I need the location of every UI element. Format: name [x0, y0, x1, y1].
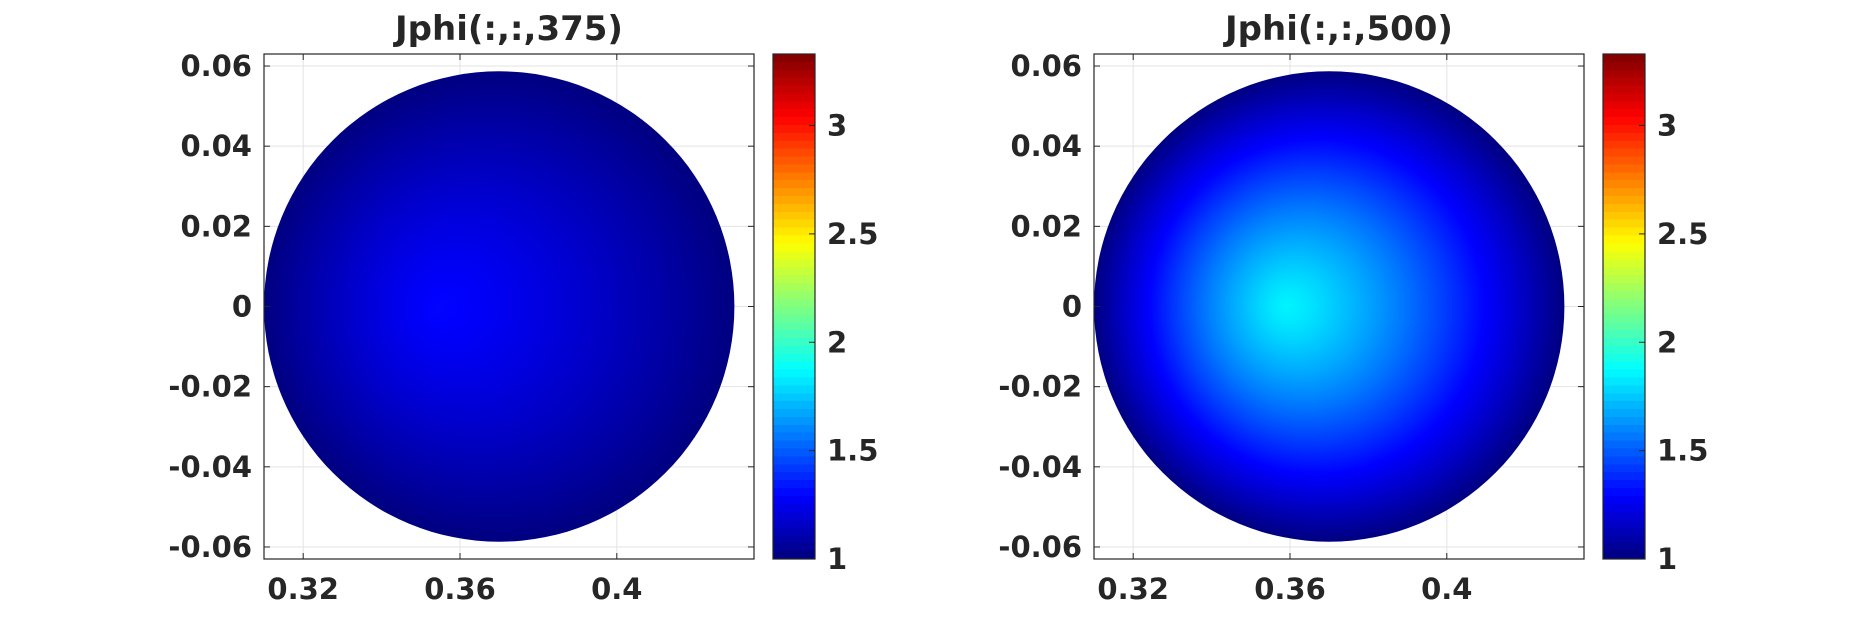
colorbar-tick-label: 1.5 — [827, 434, 878, 468]
colorbar-tick-label: 1.5 — [1657, 434, 1708, 468]
chart-title: Jphi(:,:,375) — [393, 9, 623, 49]
panel-left: 0.32 0.36 0.4 0.06 0.04 0.02 0 -0.02 -0.04 -0.06 J… — [168, 9, 878, 606]
y-tick-label: 0.06 — [180, 49, 252, 83]
y-tick-label: 0 — [1062, 290, 1082, 324]
chart-title: Jphi(:,:,500) — [1223, 9, 1453, 49]
y-tick-label: -0.04 — [168, 450, 252, 484]
colorbar-tick-label: 2 — [1657, 325, 1677, 359]
colorbar-frame — [1602, 53, 1646, 560]
y-tick-label: 0.06 — [1010, 49, 1082, 83]
x-tick-label: 0.36 — [424, 572, 496, 606]
panel-right: 0.32 0.36 0.4 0.06 0.04 0.02 0 -0.02 -0.04 -0.06 J… — [998, 9, 1708, 606]
colorbar-tick-label: 2 — [827, 325, 847, 359]
y-tick-label: 0.04 — [1010, 129, 1082, 163]
colorbar-tick-label: 1 — [827, 542, 847, 576]
y-tick-label: 0.04 — [180, 129, 252, 163]
colorbar — [1603, 54, 1645, 559]
jphi-field-disk — [264, 71, 735, 542]
y-tick-label: 0.02 — [180, 209, 252, 243]
y-tick-label: -0.04 — [998, 450, 1082, 484]
y-tick-label: -0.06 — [998, 530, 1082, 564]
x-tick-label: 0.32 — [267, 572, 339, 606]
colorbar — [773, 54, 815, 559]
jphi-field-disk — [1094, 71, 1565, 542]
y-tick-label: 0.02 — [1010, 209, 1082, 243]
colorbar-tick-label: 2.5 — [827, 217, 878, 251]
y-tick-label: -0.06 — [168, 530, 252, 564]
colorbar-frame — [772, 53, 816, 560]
y-tick-label: -0.02 — [998, 370, 1082, 404]
x-tick-label: 0.4 — [591, 572, 642, 606]
x-tick-label: 0.4 — [1421, 572, 1472, 606]
colorbar-tick-label: 1 — [1657, 542, 1677, 576]
colorbar-tick-label: 3 — [827, 109, 847, 143]
colorbar-tick-label: 2.5 — [1657, 217, 1708, 251]
x-tick-label: 0.36 — [1254, 572, 1326, 606]
y-tick-label: 0 — [232, 290, 252, 324]
y-tick-label: -0.02 — [168, 370, 252, 404]
colorbar-tick-label: 3 — [1657, 109, 1677, 143]
x-tick-label: 0.32 — [1097, 572, 1169, 606]
